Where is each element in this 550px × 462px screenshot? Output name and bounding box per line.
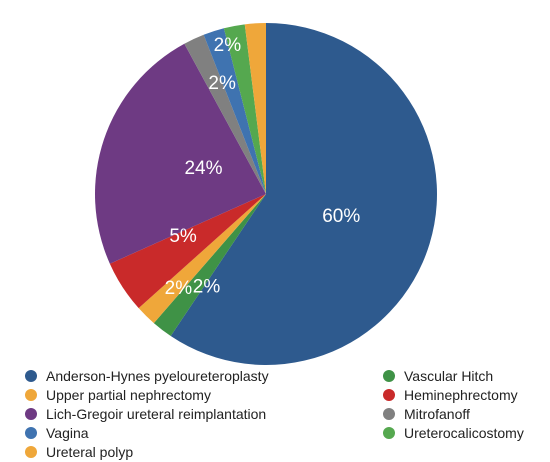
slice-ureterocalicostomy <box>223 24 266 194</box>
slice-vagina <box>203 28 266 195</box>
legend-swatch-icon <box>25 445 37 458</box>
legend: Anderson-Hynes pyeloureteroplasty Upper p… <box>0 366 550 462</box>
legend-label: Vagina <box>46 424 89 441</box>
slice-vascular-hitch <box>153 194 266 336</box>
legend-item-upper-partial-nephrectomy: Upper partial nephrectomy <box>25 385 269 404</box>
legend-right-column: Vascular Hitch Heminephrectomy Mitrofanoff… <box>383 366 524 442</box>
legend-swatch-icon <box>383 426 395 439</box>
legend-item-vagina: Vagina <box>25 423 269 442</box>
legend-left-column: Anderson-Hynes pyeloureteroplasty Upper p… <box>25 366 269 461</box>
slice-label-heminephrectomy: 5% <box>169 226 197 247</box>
slice-lich-gregoir-ureteral-reimplantation <box>95 43 266 264</box>
legend-swatch-icon <box>383 369 395 382</box>
legend-label: Ureteral polyp <box>46 443 134 460</box>
legend-item-vascular-hitch: Vascular Hitch <box>383 366 524 385</box>
legend-swatch-icon <box>25 369 37 382</box>
slice-label-ureterocalicostomy: 2% <box>226 3 254 24</box>
slice-label-lich-gregoir-ureteral-reimplantation: 24% <box>184 158 222 179</box>
slice-label-ureteral-polyp: 2% <box>243 0 271 2</box>
legend-swatch-icon <box>383 407 395 420</box>
legend-label: Anderson-Hynes pyeloureteroplasty <box>46 367 269 384</box>
slice-label-anderson-hynes-pyeloureteroplasty: 60% <box>322 206 360 227</box>
pie-slices <box>95 23 438 365</box>
slice-label-vagina: 2% <box>214 35 242 56</box>
slice-anderson-hynes-pyeloureteroplasty <box>170 23 438 365</box>
slice-label-vascular-hitch: 2% <box>193 277 221 298</box>
legend-label: Mitrofanoff <box>404 405 470 422</box>
legend-item-mitrofanoff: Mitrofanoff <box>383 404 524 423</box>
slice-upper-partial-nephrectomy <box>138 194 266 324</box>
legend-label: Ureterocalicostomy <box>404 424 524 441</box>
legend-swatch-icon <box>25 426 37 439</box>
legend-item-ureterocalicostomy: Ureterocalicostomy <box>383 423 524 442</box>
legend-label: Lich-Gregoir ureteral reimplantation <box>46 405 267 422</box>
legend-item-heminephrectomy: Heminephrectomy <box>383 385 524 404</box>
legend-label: Vascular Hitch <box>404 367 494 384</box>
legend-swatch-icon <box>25 388 37 401</box>
slice-ureteral-polyp <box>244 23 266 194</box>
legend-swatch-icon <box>25 407 37 420</box>
slice-heminephrectomy <box>109 194 266 309</box>
legend-label: Heminephrectomy <box>404 386 518 403</box>
legend-item-ureteral-polyp: Ureteral polyp <box>25 442 269 461</box>
slice-mitrofanoff <box>184 34 266 194</box>
slice-label-mitrofanoff: 2% <box>208 73 236 94</box>
legend-label: Upper partial nephrectomy <box>46 386 211 403</box>
legend-swatch-icon <box>383 388 395 401</box>
pie-chart: 60%2%2%5%24%2%2%2%2% <box>95 0 438 365</box>
slice-label-upper-partial-nephrectomy: 2% <box>165 278 193 299</box>
pie-labels: 60%2%2%5%24%2%2%2%2% <box>165 0 361 299</box>
legend-item-lich-gregoir-ureteral-reimplantation: Lich-Gregoir ureteral reimplantation <box>25 404 269 423</box>
legend-item-anderson-hynes-pyeloureteroplasty: Anderson-Hynes pyeloureteroplasty <box>25 366 269 385</box>
